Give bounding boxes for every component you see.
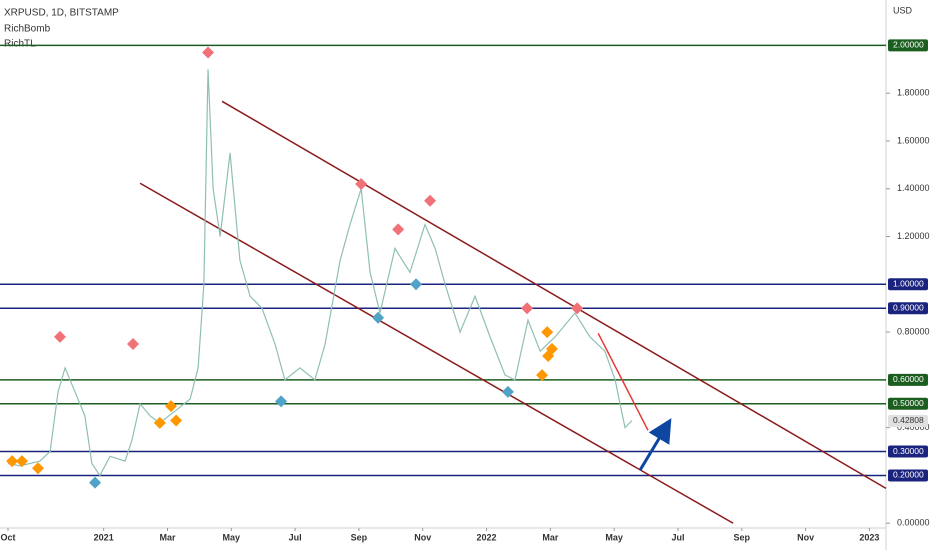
level-label: 2.00000 [893,40,924,50]
x-tick-label: Sep [734,532,751,542]
indicator-label: RichTL [4,39,36,50]
level-tag [888,469,928,482]
level-tag [888,373,928,386]
signal-marker [89,476,102,489]
signal-marker [127,338,140,351]
x-tick-label: 2022 [477,532,497,542]
signal-marker [536,369,549,382]
signal-marker [355,177,368,190]
y-tick-label: 0.80000 [897,326,930,336]
signal-marker [372,311,385,324]
y-tick-label: 1.40000 [897,183,930,193]
indicator-label: RichBomb [4,24,51,35]
signal-marker [16,455,29,468]
signal-marker [165,400,178,413]
price-label: 0.42808 [893,415,924,425]
chart-title: XRPUSD, 1D, BITSTAMP [4,8,119,19]
price-tag [888,414,928,427]
signal-marker [541,326,554,339]
trend-line [139,182,734,524]
x-tick-label: Mar [542,532,559,542]
x-tick-label: Nov [414,532,431,542]
level-label: 0.90000 [893,302,924,312]
level-label: 0.30000 [893,446,924,456]
signal-marker [6,455,19,468]
level-tag [888,302,928,315]
signal-marker [31,462,44,475]
arrow [638,418,672,471]
price-line [7,69,633,477]
axis-unit: USD [893,5,913,15]
x-tick-label: 2023 [859,532,879,542]
y-tick-label: 1.80000 [897,88,930,98]
signal-marker [410,278,423,291]
x-tick-label: May [605,532,623,542]
level-label: 0.50000 [893,398,924,408]
x-tick-label: Nov [797,532,814,542]
signal-marker [424,194,437,207]
x-tick-label: Mar [159,532,176,542]
level-tag [888,397,928,410]
level-tag [888,445,928,458]
signal-marker [571,302,584,315]
level-tag [888,39,928,52]
level-label: 0.20000 [893,470,924,480]
x-tick-label: Jul [671,532,684,542]
y-tick-label: 0.40000 [897,422,930,432]
signal-marker [153,416,166,429]
signal-marker [542,349,555,362]
level-tag [888,278,928,291]
x-tick-label: Jul [289,532,302,542]
signal-marker [170,414,183,427]
x-tick-label: Oct [0,532,15,542]
y-tick-label: 1.20000 [897,231,930,241]
y-tick-label: 1.60000 [897,135,930,145]
signal-marker [501,385,514,398]
signal-marker [521,302,534,315]
level-label: 0.60000 [893,374,924,384]
signal-marker [275,395,288,408]
y-tick-label: 0.00000 [897,518,930,528]
x-tick-label: May [223,532,241,542]
signal-marker [202,46,215,59]
x-tick-label: 2021 [94,532,114,542]
level-label: 1.00000 [893,279,924,289]
signal-marker [392,223,405,236]
trend-line [221,100,887,489]
trend-line [597,332,649,431]
signal-marker [53,330,66,343]
x-tick-label: Sep [351,532,368,542]
